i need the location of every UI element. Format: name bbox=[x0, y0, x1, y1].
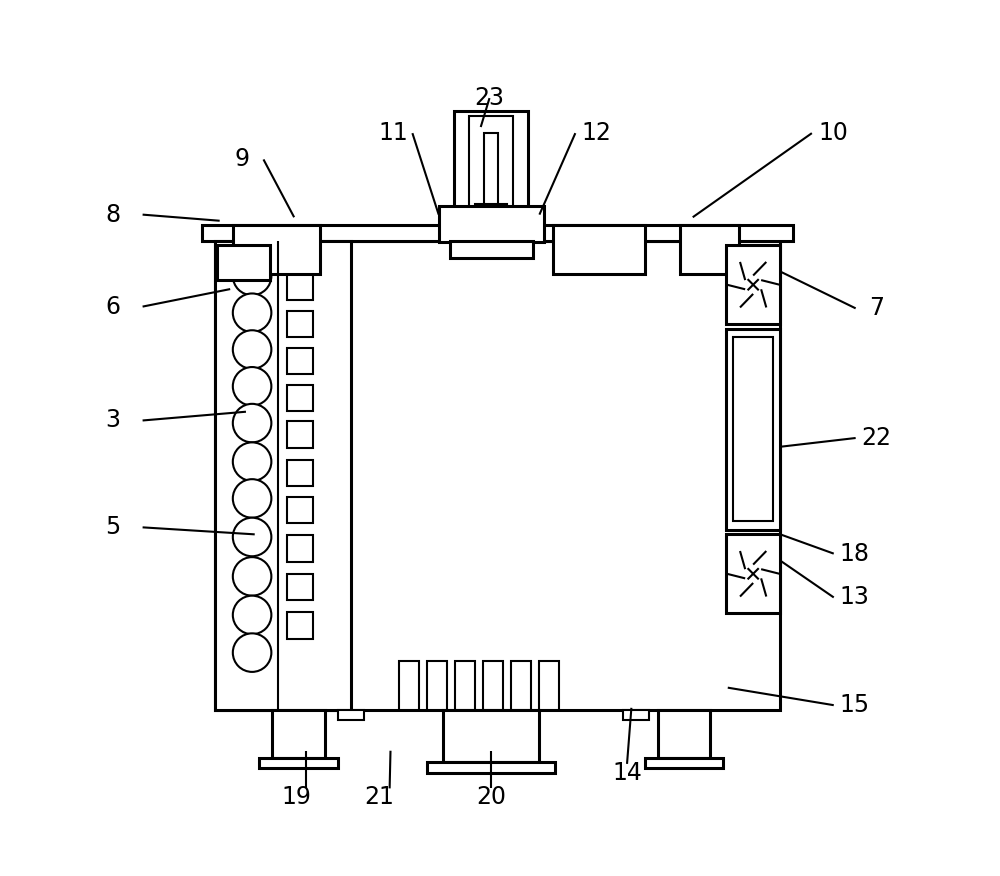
Circle shape bbox=[233, 367, 271, 406]
Text: 13: 13 bbox=[840, 585, 870, 610]
Text: 9: 9 bbox=[234, 147, 249, 172]
Text: 11: 11 bbox=[378, 121, 408, 145]
Text: 6: 6 bbox=[105, 294, 120, 319]
Bar bbox=[287, 311, 313, 337]
Bar bbox=[454, 111, 528, 225]
Bar bbox=[287, 612, 313, 639]
Circle shape bbox=[233, 257, 271, 295]
Circle shape bbox=[233, 557, 271, 596]
Text: 8: 8 bbox=[105, 202, 120, 227]
Bar bbox=[658, 710, 710, 758]
Bar bbox=[450, 241, 533, 258]
Bar bbox=[287, 535, 313, 562]
Bar bbox=[733, 337, 773, 521]
Bar bbox=[215, 241, 351, 710]
Text: 12: 12 bbox=[581, 121, 611, 145]
Text: 3: 3 bbox=[105, 408, 120, 433]
Bar bbox=[287, 460, 313, 486]
Bar bbox=[553, 225, 645, 274]
Bar bbox=[726, 328, 780, 530]
Bar bbox=[287, 274, 313, 300]
Bar bbox=[233, 225, 320, 274]
Bar bbox=[217, 245, 270, 280]
Text: 19: 19 bbox=[282, 785, 312, 809]
Text: 20: 20 bbox=[476, 785, 506, 809]
Bar bbox=[287, 421, 313, 448]
Text: 7: 7 bbox=[869, 296, 884, 321]
Circle shape bbox=[233, 518, 271, 556]
Bar bbox=[469, 116, 513, 221]
Bar bbox=[726, 534, 780, 613]
Text: 18: 18 bbox=[840, 541, 870, 566]
Bar bbox=[202, 225, 793, 241]
Bar bbox=[439, 206, 544, 242]
Bar bbox=[539, 661, 559, 710]
Bar bbox=[645, 758, 723, 768]
Bar bbox=[287, 348, 313, 374]
Text: 23: 23 bbox=[474, 86, 504, 110]
Bar bbox=[287, 385, 313, 411]
Bar bbox=[623, 710, 649, 720]
Bar bbox=[680, 225, 739, 274]
Bar bbox=[484, 133, 498, 212]
Bar bbox=[259, 758, 338, 768]
Text: 5: 5 bbox=[105, 515, 120, 540]
Circle shape bbox=[233, 442, 271, 481]
Text: 15: 15 bbox=[840, 693, 870, 717]
Bar bbox=[399, 661, 419, 710]
Bar bbox=[287, 574, 313, 600]
Bar bbox=[427, 661, 447, 710]
Bar bbox=[443, 710, 539, 762]
Circle shape bbox=[233, 596, 271, 634]
Bar bbox=[726, 245, 780, 324]
Bar bbox=[287, 497, 313, 523]
Bar bbox=[427, 762, 555, 773]
Bar bbox=[272, 710, 325, 758]
Text: 22: 22 bbox=[862, 426, 892, 450]
Circle shape bbox=[233, 293, 271, 332]
Bar bbox=[455, 661, 475, 710]
Bar bbox=[483, 661, 503, 710]
Circle shape bbox=[233, 404, 271, 442]
Circle shape bbox=[233, 330, 271, 369]
Circle shape bbox=[233, 479, 271, 518]
Bar bbox=[511, 661, 531, 710]
Text: 14: 14 bbox=[612, 760, 642, 785]
Text: 21: 21 bbox=[364, 785, 394, 809]
Circle shape bbox=[233, 633, 271, 672]
Bar bbox=[215, 241, 780, 710]
Bar bbox=[475, 204, 507, 223]
Text: 10: 10 bbox=[818, 121, 848, 145]
Bar bbox=[338, 710, 364, 720]
